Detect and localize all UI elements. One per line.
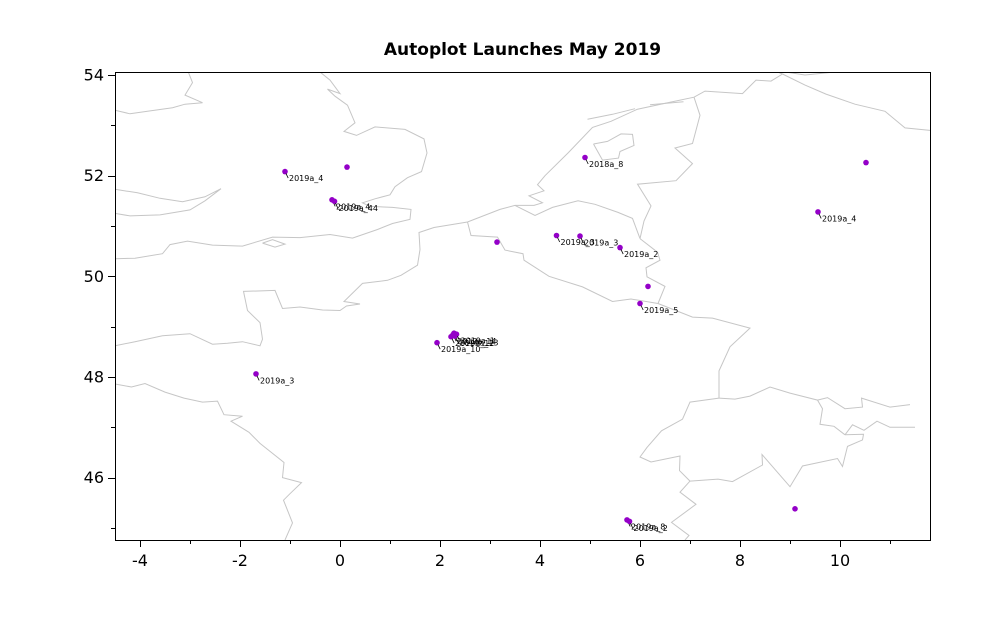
point-label: 2019a_3 xyxy=(584,239,618,248)
basemap-line xyxy=(636,97,701,239)
point-label: 2019a_2 xyxy=(624,250,658,259)
data-point[interactable] xyxy=(434,339,440,346)
basemap-line xyxy=(817,397,911,410)
data-point[interactable] xyxy=(451,330,457,337)
x-tick-label: 4 xyxy=(535,551,545,570)
data-point[interactable] xyxy=(331,198,338,205)
x-tick-label: 8 xyxy=(735,551,745,570)
data-points: 2019a_42019a_42019a_442018a_82019a_42019… xyxy=(253,154,869,533)
label-connector xyxy=(457,336,461,341)
label-connector xyxy=(557,237,561,243)
data-point[interactable] xyxy=(626,518,633,525)
data-point[interactable] xyxy=(494,239,500,245)
point-label: 2019a_4 xyxy=(289,174,323,183)
basemap-line xyxy=(844,420,915,436)
point-label: 2019a_3 xyxy=(561,238,595,247)
basemap-line xyxy=(115,72,428,260)
label-connector xyxy=(455,338,459,343)
basemap-line xyxy=(593,133,635,161)
y-tick-label: 46 xyxy=(84,468,104,487)
point-label: 2019a_3 xyxy=(260,376,294,385)
label-connector xyxy=(256,375,260,381)
data-point[interactable] xyxy=(582,154,588,161)
label-connector xyxy=(620,249,624,255)
basemap-line xyxy=(670,480,697,540)
data-point[interactable] xyxy=(553,232,560,239)
point-label: 2019a_4 xyxy=(822,214,856,223)
data-point[interactable] xyxy=(617,244,623,251)
point-label: 2019a_12 xyxy=(455,339,494,348)
point-label: 2019a_13 xyxy=(459,339,498,348)
data-point[interactable] xyxy=(253,371,259,377)
basemap-line xyxy=(639,397,720,482)
basemap-line xyxy=(657,303,752,399)
data-point[interactable] xyxy=(577,233,583,239)
label-connector xyxy=(285,173,289,179)
basemap-line xyxy=(262,239,287,248)
x-tick-label: 2 xyxy=(435,551,445,570)
basemap-line xyxy=(115,72,203,115)
x-tick-label: 6 xyxy=(635,551,645,570)
label-connector xyxy=(585,159,589,165)
basemap-line xyxy=(649,101,684,106)
basemap-line xyxy=(782,73,930,131)
basemap-line xyxy=(115,72,784,347)
y-tick-label: 50 xyxy=(84,267,104,286)
basemap-line xyxy=(639,238,666,304)
data-point[interactable] xyxy=(815,209,821,215)
point-label: 2019a_44 xyxy=(339,204,378,213)
label-connector xyxy=(451,338,455,344)
point-label: 2019a_10 xyxy=(441,345,480,354)
point-label: 2019a_2 xyxy=(634,524,668,533)
basemap-line xyxy=(467,221,659,304)
point-label: 2019a_4 xyxy=(336,202,370,211)
y-tick-label: 52 xyxy=(84,166,104,185)
label-connector xyxy=(630,523,634,529)
point-label: 2019a_5 xyxy=(644,306,678,315)
point-label: 2019a_1 xyxy=(461,337,495,346)
basemap-line xyxy=(587,108,636,120)
data-point[interactable] xyxy=(863,159,869,166)
data-point[interactable] xyxy=(645,283,651,290)
x-tick-label: -2 xyxy=(232,551,248,570)
basemap-line xyxy=(115,382,303,540)
data-point[interactable] xyxy=(637,300,643,307)
plot-frame xyxy=(115,72,931,541)
label-connector xyxy=(640,305,644,311)
x-tick-label: 10 xyxy=(830,551,850,570)
y-tick-label: 54 xyxy=(84,66,104,85)
point-label: 2019a_8 xyxy=(631,522,665,531)
x-tick-label: -4 xyxy=(132,551,148,570)
basemap-line xyxy=(689,433,865,488)
basemap-line xyxy=(718,386,846,436)
label-connector xyxy=(818,213,822,219)
chart-title: Autoplot Launches May 2019 xyxy=(383,40,662,60)
label-connector xyxy=(437,344,441,350)
data-point[interactable] xyxy=(282,168,288,175)
basemap xyxy=(115,72,930,540)
point-label: 2018a_8 xyxy=(589,160,623,169)
x-tick-label: 0 xyxy=(335,551,345,570)
data-point[interactable] xyxy=(792,506,798,512)
label-connector xyxy=(335,203,339,208)
basemap-line xyxy=(514,200,641,239)
basemap-line xyxy=(115,188,222,217)
y-tick-label: 48 xyxy=(84,367,104,386)
point-label: 2019a_14 xyxy=(457,337,496,346)
label-connector xyxy=(580,237,584,243)
data-point[interactable] xyxy=(344,164,350,170)
